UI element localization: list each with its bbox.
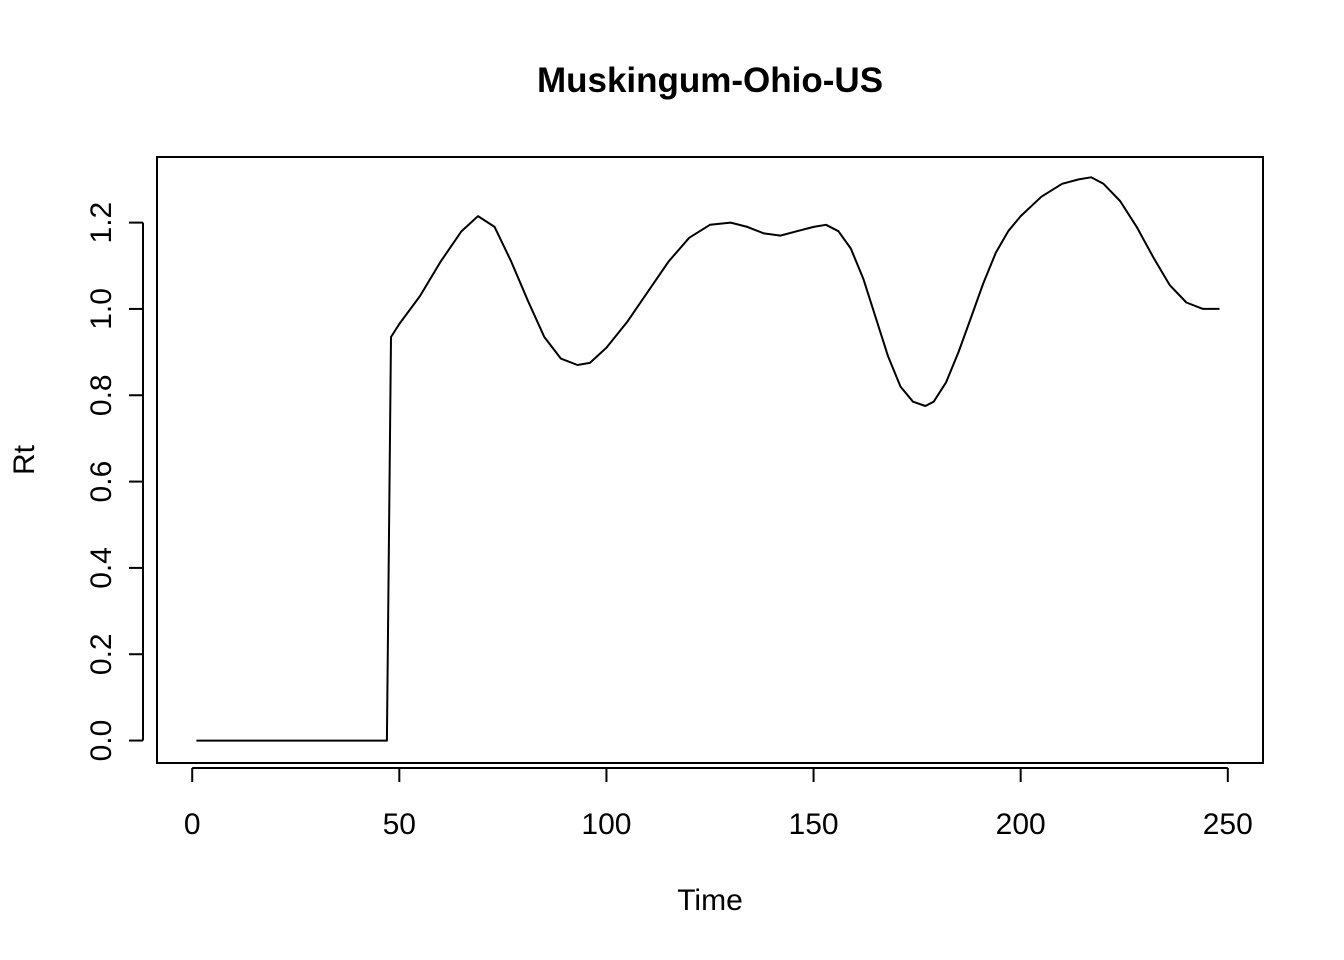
x-tick-label: 200 [996,808,1046,841]
y-tick-label: 0.6 [85,461,118,503]
y-tick-label: 0.8 [85,374,118,416]
x-tick-label: 50 [383,808,416,841]
y-tick-label: 0.0 [85,720,118,762]
y-tick-label: 1.2 [85,202,118,244]
x-axis: 0 50 100 150 200 250 [184,767,1253,841]
y-tick-label: 0.4 [85,547,118,589]
series-line [196,176,1220,742]
y-tick-label: 1.0 [85,288,118,330]
x-tick-label: 150 [789,808,839,841]
y-axis: 0.0 0.2 0.4 0.6 0.8 1.0 1.2 [85,202,144,762]
x-tick-label: 100 [581,808,631,841]
x-axis-label: Time [677,884,743,917]
x-tick-label: 250 [1203,808,1253,841]
y-tick-label: 0.2 [85,633,118,675]
x-tick-label: 0 [184,808,201,841]
chart-title: Muskingum-Ohio-US [537,61,883,100]
plot-frame [156,156,1264,764]
y-axis-label: Rt [8,444,41,475]
